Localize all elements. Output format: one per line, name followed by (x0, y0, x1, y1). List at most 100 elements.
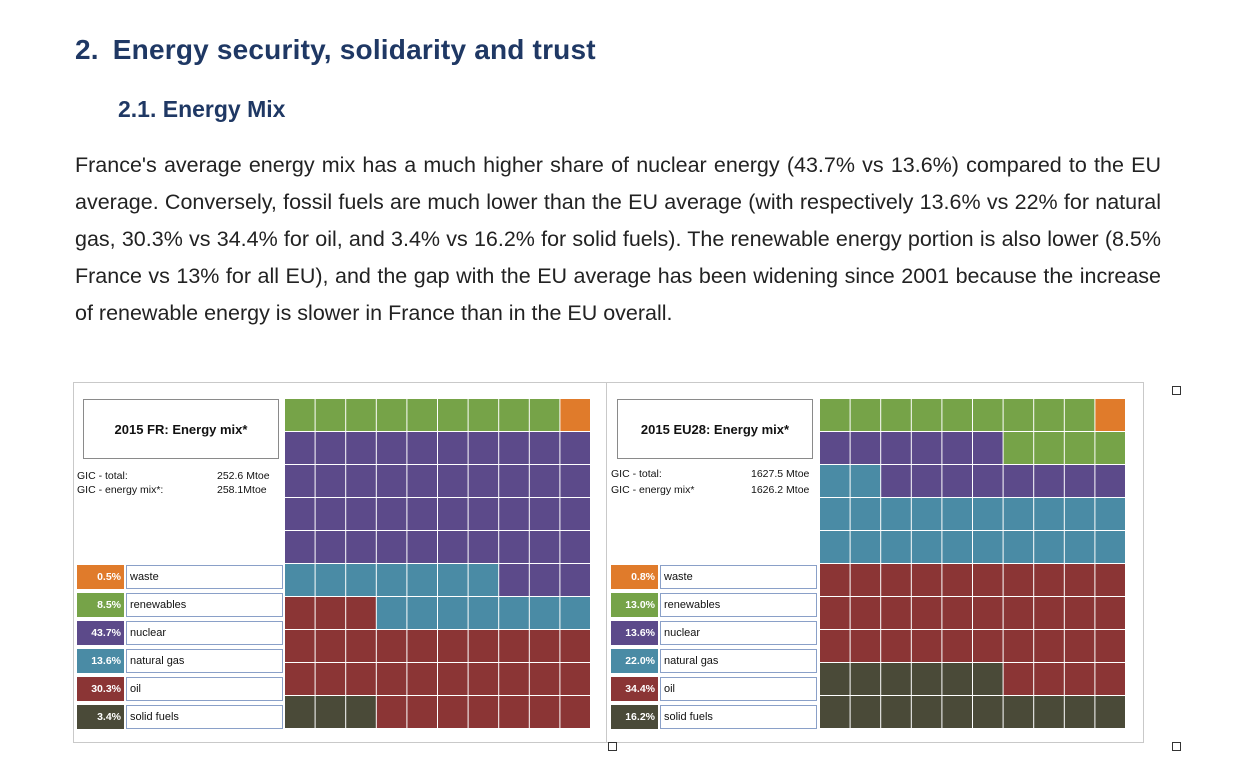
legend-item-nuclear: 13.6% nuclear (611, 621, 817, 645)
legend-label: waste (126, 565, 283, 589)
waffle-cell-nuclear (407, 498, 437, 530)
waffle-cell-renewables (1003, 399, 1034, 431)
waffle-cell-oil (1034, 564, 1064, 596)
waffle-cell-renewables (911, 399, 942, 431)
gic-mix-label: GIC - energy mix*: (77, 484, 164, 496)
resize-handle[interactable] (608, 742, 617, 751)
waffle-cell-solid-fuels (973, 696, 1003, 728)
waffle-cell-solid-fuels (973, 663, 1003, 695)
waffle-cell-nuclear (438, 465, 468, 497)
waffle-cell-natural-gas (973, 498, 1003, 530)
waffle-cell-nuclear (1064, 465, 1095, 497)
resize-handle[interactable] (1172, 386, 1181, 395)
waffle-cell-oil (315, 663, 346, 695)
waffle-cell-oil (881, 597, 911, 629)
gic-total-label: GIC - total: (611, 468, 662, 480)
legend-percent: 3.4% (77, 705, 124, 729)
waffle-cell-renewables (942, 399, 972, 431)
waffle-cell-oil (1034, 630, 1064, 662)
waffle-cell-solid-fuels (1003, 696, 1034, 728)
waffle-cell-nuclear (285, 531, 315, 563)
waffle-cell-natural-gas (346, 564, 376, 596)
waffle-cell-solid-fuels (820, 696, 850, 728)
legend-percent: 13.6% (77, 649, 124, 673)
waffle-cell-oil (529, 630, 560, 662)
waffle-cell-renewables (881, 399, 911, 431)
legend-percent: 22.0% (611, 649, 658, 673)
waffle-cell-solid-fuels (820, 663, 850, 695)
waffle-cell-oil (973, 597, 1003, 629)
waffle-cell-oil (285, 663, 315, 695)
legend-item-renewables: 13.0% renewables (611, 593, 817, 617)
waffle-cell-renewables (1095, 432, 1125, 464)
waffle-cell-nuclear (499, 498, 529, 530)
resize-handle[interactable] (1172, 742, 1181, 751)
waffle-cell-renewables (973, 399, 1003, 431)
waffle-cell-oil (407, 696, 437, 728)
waffle-cell-solid-fuels (1064, 696, 1095, 728)
waffle-cell-oil (560, 696, 590, 728)
waffle-cell-natural-gas (911, 498, 942, 530)
waffle-cell-oil (560, 630, 590, 662)
waffle-cell-nuclear (407, 465, 437, 497)
legend-label: nuclear (660, 621, 817, 645)
waffle-cell-oil (468, 630, 499, 662)
legend-label: oil (126, 677, 283, 701)
waffle-cell-renewables (1064, 399, 1095, 431)
waffle-cell-oil (942, 597, 972, 629)
energy-mix-figure: 2015 FR: Energy mix* GIC - total: 252.6 … (73, 382, 1144, 743)
gic-total-label: GIC - total: (77, 470, 128, 482)
waffle-cell-nuclear (1095, 465, 1125, 497)
waffle-cell-natural-gas (1095, 498, 1125, 530)
legend-percent: 16.2% (611, 705, 658, 729)
legend-label: nuclear (126, 621, 283, 645)
chart-title: 2015 EU28: Energy mix* (617, 399, 813, 459)
waffle-cell-oil (376, 663, 407, 695)
waffle-cell-nuclear (911, 432, 942, 464)
waffle-cell-nuclear (315, 498, 346, 530)
waffle-cell-nuclear (315, 465, 346, 497)
waffle-cell-nuclear (376, 465, 407, 497)
waffle-cell-natural-gas (850, 531, 881, 563)
waffle-cell-oil (911, 597, 942, 629)
waffle-cell-natural-gas (820, 465, 850, 497)
waffle-cell-oil (1003, 663, 1034, 695)
legend-percent: 30.3% (77, 677, 124, 701)
waffle-cell-nuclear (499, 564, 529, 596)
legend-percent: 13.0% (611, 593, 658, 617)
waffle-cell-natural-gas (529, 597, 560, 629)
waffle-cell-nuclear (942, 432, 972, 464)
waffle-cell-nuclear (346, 531, 376, 563)
chart-title: 2015 FR: Energy mix* (83, 399, 279, 459)
legend-item-waste: 0.8% waste (611, 565, 817, 589)
legend-label: natural gas (660, 649, 817, 673)
waffle-cell-oil (1095, 663, 1125, 695)
waffle-cell-natural-gas (850, 498, 881, 530)
waffle-cell-nuclear (529, 564, 560, 596)
waffle-cell-natural-gas (376, 597, 407, 629)
waffle-cell-nuclear (499, 432, 529, 464)
waffle-cell-oil (973, 630, 1003, 662)
waffle-cell-oil (911, 630, 942, 662)
waffle-cell-renewables (1003, 432, 1034, 464)
waffle-cell-natural-gas (881, 498, 911, 530)
waffle-cell-natural-gas (820, 531, 850, 563)
section-heading: 2. Energy security, solidarity and trust (75, 34, 596, 66)
legend-item-oil: 34.4% oil (611, 677, 817, 701)
waffle-cell-oil (468, 696, 499, 728)
waffle-cell-natural-gas (407, 597, 437, 629)
waffle-cell-oil (560, 663, 590, 695)
waffle-cell-solid-fuels (911, 663, 942, 695)
waffle-cell-nuclear (438, 531, 468, 563)
waffle-cell-nuclear (973, 432, 1003, 464)
subsection-heading: 2.1. Energy Mix (118, 96, 286, 122)
legend-label: natural gas (126, 649, 283, 673)
waffle-cell-nuclear (285, 432, 315, 464)
waffle-cell-nuclear (346, 498, 376, 530)
waffle-cell-oil (285, 630, 315, 662)
legend-item-natural-gas: 22.0% natural gas (611, 649, 817, 673)
waffle-cell-natural-gas (1003, 531, 1034, 563)
waffle-cell-natural-gas (1034, 498, 1064, 530)
waffle-cell-nuclear (438, 498, 468, 530)
legend-percent: 0.8% (611, 565, 658, 589)
